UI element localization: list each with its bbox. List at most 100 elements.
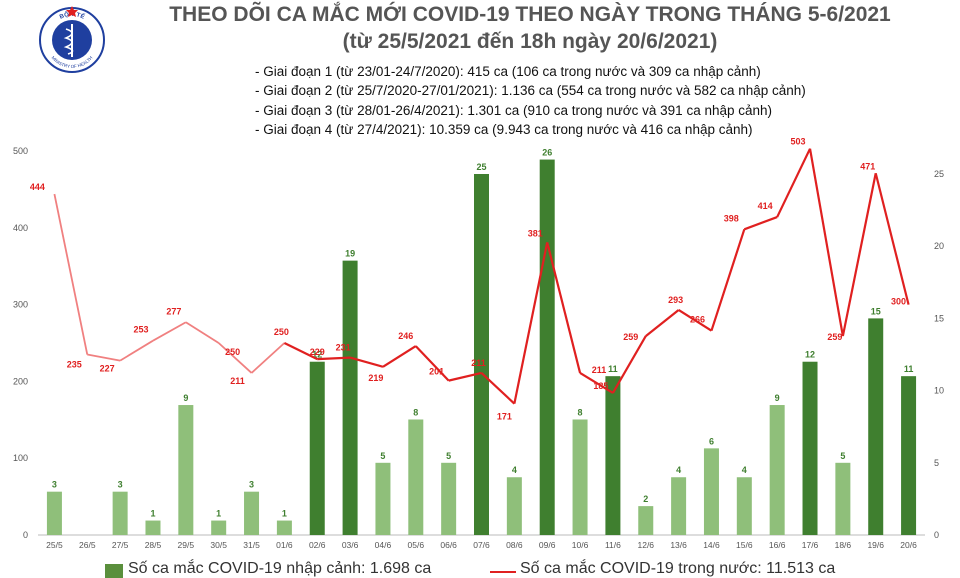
x-tick-label: 16/6 (769, 540, 786, 550)
line-value-label: 250 (225, 347, 240, 357)
line-segment (119, 339, 154, 362)
line-value-label: 398 (724, 213, 739, 223)
line-segment (53, 193, 89, 355)
line-segment (776, 148, 812, 218)
line-value-label: 381 (528, 228, 543, 238)
bar (408, 419, 424, 535)
bar (769, 405, 785, 535)
line-segment (349, 356, 384, 368)
bar-value-label: 8 (413, 407, 418, 417)
phase-note: - Giai đoạn 4 (từ 27/4/2021): 10.359 ca … (255, 121, 753, 137)
bar (309, 361, 325, 535)
x-tick-label: 13/6 (670, 540, 687, 550)
x-tick-label: 26/5 (79, 540, 96, 550)
bar (506, 477, 522, 535)
bar (474, 174, 489, 535)
x-tick-label: 02/6 (309, 540, 326, 550)
svg-text:BỘ Y TẾ: BỘ Y TẾ (59, 10, 86, 21)
x-tick-label: 05/6 (408, 540, 425, 550)
x-tick-label: 19/6 (867, 540, 884, 550)
line-value-label: 201 (429, 367, 444, 377)
bar (539, 159, 555, 535)
x-tick-label: 31/5 (243, 540, 260, 550)
x-tick-label: 10/6 (572, 540, 589, 550)
bar (901, 376, 917, 535)
title-line-2: (từ 25/5/2021 đến 18h ngày 20/6/2021) (342, 30, 718, 53)
line-value-label: 414 (758, 201, 773, 211)
bar (868, 318, 884, 535)
bar-value-label: 3 (118, 480, 123, 490)
legend-bar-swatch (105, 564, 123, 578)
line-segment (808, 148, 844, 337)
x-tick-label: 04/6 (375, 540, 392, 550)
bar (112, 491, 128, 535)
line-value-label: 259 (623, 332, 638, 342)
line-segment (678, 309, 713, 332)
bar (835, 462, 851, 535)
line-value-label: 259 (827, 332, 842, 342)
x-tick-label: 11/6 (605, 540, 621, 550)
bar (342, 260, 358, 535)
x-tick-label: 15/6 (736, 540, 753, 550)
bar-value-label: 5 (840, 451, 845, 461)
bar (211, 520, 227, 535)
line-segment (546, 242, 582, 374)
line-segment (382, 345, 417, 368)
bar (375, 462, 391, 535)
y-right-tick-label: 20 (934, 241, 944, 251)
ministry-name-top: BỘ Y TẾ (59, 10, 86, 21)
bar-value-label: 4 (676, 465, 681, 475)
line-segment (218, 342, 253, 374)
bar-value-label: 3 (249, 480, 254, 490)
y-left-tick-label: 500 (13, 146, 28, 156)
line-value-label: 211 (230, 376, 245, 386)
legend-line-swatch (490, 571, 516, 573)
bar (703, 448, 719, 535)
line-segment (710, 228, 746, 332)
bar (572, 419, 588, 535)
bar (441, 462, 457, 535)
line-value-label: 171 (497, 412, 512, 422)
bar (178, 405, 194, 535)
line-value-label: 211 (471, 358, 486, 368)
line-segment (250, 342, 285, 374)
legend: Số ca mắc COVID-19 nhập cảnh: 1.698 ca S… (0, 555, 960, 578)
title-line-1: THEO DÕI CA MẮC MỚI COVID-19 THEO NGÀY T… (169, 3, 891, 26)
x-tick-label: 28/5 (145, 540, 162, 550)
line-value-label: 235 (67, 360, 82, 370)
x-tick-label: 08/6 (506, 540, 523, 550)
bar (802, 361, 818, 535)
bar (145, 520, 161, 535)
line-value-label: 293 (668, 295, 683, 305)
line-value-label: 503 (791, 137, 806, 147)
line-value-label: 227 (100, 364, 115, 374)
x-tick-label: 09/6 (539, 540, 556, 550)
bar-value-label: 26 (542, 148, 552, 158)
line-value-label: 246 (398, 331, 413, 341)
line-segment (841, 173, 877, 337)
line-value-label: 300 (891, 297, 906, 307)
y-left-tick-label: 300 (13, 300, 28, 310)
y-left-tick-label: 100 (13, 453, 28, 463)
bar-value-label: 1 (282, 509, 287, 519)
x-tick-label: 07/6 (473, 540, 490, 550)
line-segment (448, 371, 482, 382)
x-tick-label: 17/6 (802, 540, 819, 550)
phase-note: - Giai đoạn 2 (từ 25/7/2020-27/01/2021):… (255, 83, 806, 99)
line-segment (513, 242, 549, 404)
bar (605, 376, 621, 535)
x-tick-label: 12/6 (637, 540, 654, 550)
line-segment (480, 372, 516, 405)
line-segment (152, 321, 187, 342)
bar (736, 477, 752, 535)
legend-line-label: Số ca mắc COVID-19 trong nước: 11.513 ca (520, 560, 836, 577)
y-right-tick-label: 25 (934, 169, 944, 179)
bar-value-label: 8 (578, 407, 583, 417)
bar-value-label: 12 (312, 350, 322, 360)
bar-value-label: 3 (52, 480, 57, 490)
phase-note: - Giai đoạn 1 (từ 23/01-24/7/2020): 415 … (255, 64, 761, 79)
chart-title: THEO DÕI CA MẮC MỚI COVID-19 THEO NGÀY T… (110, 2, 950, 56)
line-segment (645, 309, 680, 337)
line-segment (414, 345, 450, 382)
y-left-tick-label: 400 (13, 223, 28, 233)
